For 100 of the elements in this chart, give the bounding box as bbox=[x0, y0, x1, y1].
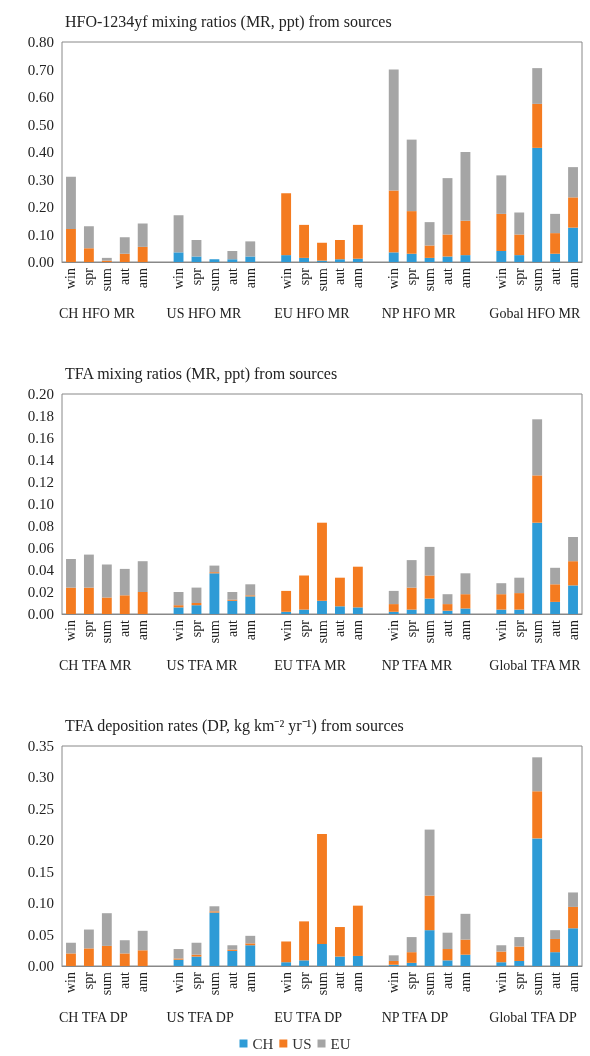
y-tick-label: 0.16 bbox=[27, 430, 55, 446]
x-tick-label: spr bbox=[404, 619, 420, 638]
x-tick-label: aut bbox=[332, 971, 348, 990]
legend-label: CH bbox=[252, 1035, 274, 1052]
x-tick-label: win bbox=[63, 268, 79, 289]
x-tick-label: spr bbox=[511, 971, 527, 990]
y-tick-label: 0.20 bbox=[27, 832, 54, 849]
y-tick-label: 0.70 bbox=[27, 61, 54, 78]
x-tick-label: ann bbox=[350, 268, 366, 289]
y-tick-label: 0.08 bbox=[27, 518, 54, 534]
x-tick-label: ann bbox=[135, 972, 151, 993]
legend-label: EU bbox=[330, 1035, 351, 1052]
y-tick-label: 0.05 bbox=[27, 926, 54, 943]
x-tick-label: win bbox=[278, 972, 294, 993]
y-tick-label: 0.14 bbox=[27, 452, 55, 468]
x-tick-label: aut bbox=[117, 267, 133, 286]
y-tick-label: 0.00 bbox=[27, 958, 54, 974]
x-tick-label: ann bbox=[457, 972, 473, 993]
x-tick-label: spr bbox=[81, 619, 97, 638]
y-tick-label: 0.12 bbox=[27, 474, 54, 490]
x-tick-label: sum bbox=[314, 619, 330, 644]
x-tick-label: aut bbox=[440, 619, 456, 638]
x-tick-label: win bbox=[278, 620, 294, 641]
x-tick-label: sum bbox=[206, 619, 222, 644]
x-tick-label: win bbox=[171, 972, 187, 993]
x-tick-label: aut bbox=[224, 267, 240, 286]
x-tick-label: aut bbox=[332, 267, 348, 286]
x-tick-label: sum bbox=[314, 267, 330, 292]
text: US HFO MR bbox=[166, 305, 242, 321]
x-tick-label: sum bbox=[529, 971, 545, 996]
x-tick-label: ann bbox=[350, 972, 366, 993]
x-tick-label: win bbox=[386, 972, 402, 993]
y-tick-label: 0.10 bbox=[27, 226, 54, 243]
x-tick-label: win bbox=[493, 972, 509, 993]
y-tick-label: 0.25 bbox=[27, 800, 54, 817]
x-tick-label: sum bbox=[529, 267, 545, 292]
x-tick-label: ann bbox=[242, 620, 258, 641]
y-tick-label: 0.18 bbox=[27, 408, 54, 424]
x-tick-label: sum bbox=[206, 971, 222, 996]
x-tick-label: win bbox=[171, 268, 187, 289]
x-tick-label: ann bbox=[565, 268, 581, 289]
y-tick-label: 0.50 bbox=[27, 116, 54, 133]
y-tick-label: 0.40 bbox=[27, 144, 54, 160]
text: US TFA DP bbox=[166, 1009, 234, 1025]
x-tick-label: spr bbox=[404, 267, 420, 286]
text: US TFA MR bbox=[166, 657, 239, 673]
x-tick-label: ann bbox=[457, 620, 473, 641]
x-tick-label: aut bbox=[117, 971, 133, 990]
y-tick-label: 0.10 bbox=[27, 895, 54, 912]
y-tick-label: 0.10 bbox=[27, 496, 54, 512]
y-tick-label: 0.20 bbox=[27, 199, 54, 215]
x-tick-label: win bbox=[63, 972, 79, 993]
x-tick-label: ann bbox=[565, 972, 581, 993]
text: Global TFA MR bbox=[489, 657, 582, 673]
y-tick-label: 0.30 bbox=[27, 769, 54, 786]
x-tick-label: spr bbox=[511, 267, 527, 286]
text: Gobal HFO MR bbox=[489, 305, 581, 321]
y-tick-label: 0.02 bbox=[27, 584, 54, 600]
x-tick-label: aut bbox=[547, 619, 563, 638]
x-tick-label: sum bbox=[422, 619, 438, 644]
text: CH HFO MR bbox=[58, 305, 136, 321]
legend-label: US bbox=[292, 1035, 312, 1052]
chart-title: TFA deposition rates (DP, kg km⁻² yr⁻¹) from sources bbox=[65, 716, 404, 735]
x-tick-label: ann bbox=[242, 972, 258, 993]
x-tick-label: win bbox=[63, 620, 79, 641]
x-tick-label: sum bbox=[206, 267, 222, 292]
x-tick-label: win bbox=[171, 620, 187, 641]
text: Global TFA DP bbox=[489, 1009, 577, 1025]
text: EU HFO MR bbox=[274, 305, 351, 321]
x-tick-label: spr bbox=[296, 619, 312, 638]
x-tick-label: ann bbox=[242, 268, 258, 289]
x-tick-label: ann bbox=[350, 620, 366, 641]
x-tick-label: ann bbox=[565, 620, 581, 641]
y-tick-label: 0.15 bbox=[27, 863, 54, 880]
y-tick-label: 0.80 bbox=[27, 34, 54, 50]
x-tick-label: spr bbox=[296, 267, 312, 286]
x-tick-label: aut bbox=[224, 971, 240, 990]
x-tick-label: aut bbox=[117, 619, 133, 638]
text: CH TFA MR bbox=[58, 657, 133, 673]
x-tick-label: aut bbox=[224, 619, 240, 638]
x-tick-label: sum bbox=[99, 267, 115, 292]
y-tick-label: 0.60 bbox=[27, 89, 54, 105]
x-tick-label: sum bbox=[314, 971, 330, 996]
chart-title: TFA mixing ratios (MR, ppt) from sources bbox=[65, 364, 338, 383]
text: EU TFA MR bbox=[274, 657, 347, 673]
y-tick-label: 0.30 bbox=[27, 171, 54, 188]
x-tick-label: ann bbox=[457, 268, 473, 289]
x-tick-label: spr bbox=[404, 971, 420, 990]
x-tick-label: sum bbox=[422, 971, 438, 996]
chart-title: HFO-1234yf mixing ratios (MR, ppt) from sources bbox=[65, 12, 392, 31]
y-tick-label: 0.35 bbox=[27, 738, 54, 754]
x-tick-label: aut bbox=[547, 267, 563, 286]
y-tick-label: 0.00 bbox=[27, 254, 54, 270]
y-tick-label: 0.00 bbox=[27, 606, 54, 622]
x-tick-label: aut bbox=[440, 971, 456, 990]
x-tick-label: sum bbox=[422, 267, 438, 292]
x-tick-label: spr bbox=[188, 971, 204, 990]
x-tick-label: spr bbox=[188, 267, 204, 286]
text: CH TFA DP bbox=[58, 1009, 128, 1025]
x-tick-label: aut bbox=[547, 971, 563, 990]
